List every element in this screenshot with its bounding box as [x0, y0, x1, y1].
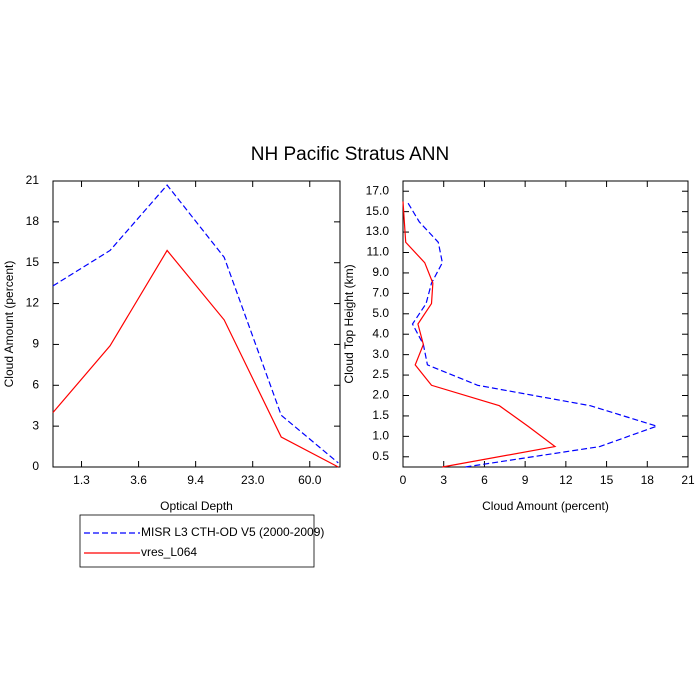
y-tick-label: 17.0 — [366, 183, 390, 197]
plot-frame — [402, 180, 689, 468]
x-axis-label: Cloud Amount (percent) — [482, 499, 609, 513]
x-tick-label: 23.0 — [241, 473, 265, 487]
y-tick-label: 18 — [26, 214, 40, 228]
x-tick-label: 60.0 — [298, 473, 322, 487]
y-tick-label: 1.0 — [372, 429, 389, 443]
x-tick-label: 12 — [559, 473, 573, 487]
x-tick-label: 6 — [481, 473, 488, 487]
x-tick-label: 18 — [641, 473, 655, 487]
legend-box — [79, 514, 315, 568]
x-axis-label: Optical Depth — [160, 499, 233, 513]
y-tick-label: 21 — [26, 173, 40, 187]
y-tick-label: 11.0 — [367, 245, 390, 259]
y-axis-label: Cloud Amount (percent) — [2, 261, 16, 388]
series-line — [402, 201, 557, 468]
x-tick-label: 9.4 — [187, 473, 204, 487]
chart-title: NH Pacific Stratus ANN — [251, 144, 450, 165]
series-line — [52, 249, 339, 468]
x-tick-label: 3.6 — [130, 473, 147, 487]
series-line — [406, 201, 659, 468]
y-tick-label: 15.0 — [366, 204, 390, 218]
x-tick-label: 0 — [400, 473, 407, 487]
y-axis-label: Cloud Top Height (km) — [342, 264, 356, 383]
y-tick-label: 1.5 — [372, 408, 389, 422]
y-tick-label: 3.0 — [372, 347, 389, 361]
y-tick-label: 3 — [32, 418, 39, 432]
y-tick-label: 6 — [32, 377, 39, 391]
legend-label: vres_L064 — [141, 545, 197, 559]
y-tick-label: 9.0 — [372, 265, 389, 279]
plot-frame — [52, 180, 341, 468]
x-tick-label: 21 — [681, 473, 695, 487]
y-tick-label: 5.0 — [372, 306, 389, 320]
y-tick-label: 9 — [32, 337, 39, 351]
legend-label: MISR L3 CTH-OD V5 (2000-2009) — [141, 525, 324, 539]
x-tick-label: 1.3 — [73, 473, 90, 487]
y-tick-label: 4.0 — [372, 326, 389, 340]
y-tick-label: 0.5 — [372, 449, 389, 463]
y-tick-label: 13.0 — [366, 224, 390, 238]
x-tick-label: 9 — [522, 473, 529, 487]
y-tick-label: 2.5 — [372, 367, 389, 381]
y-tick-label: 15 — [26, 255, 40, 269]
series-line — [52, 184, 339, 464]
x-tick-label: 3 — [440, 473, 447, 487]
y-tick-label: 2.0 — [372, 388, 389, 402]
y-tick-label: 12 — [26, 296, 40, 310]
y-tick-label: 0 — [32, 459, 39, 473]
y-tick-label: 7.0 — [372, 286, 389, 300]
x-tick-label: 15 — [600, 473, 614, 487]
